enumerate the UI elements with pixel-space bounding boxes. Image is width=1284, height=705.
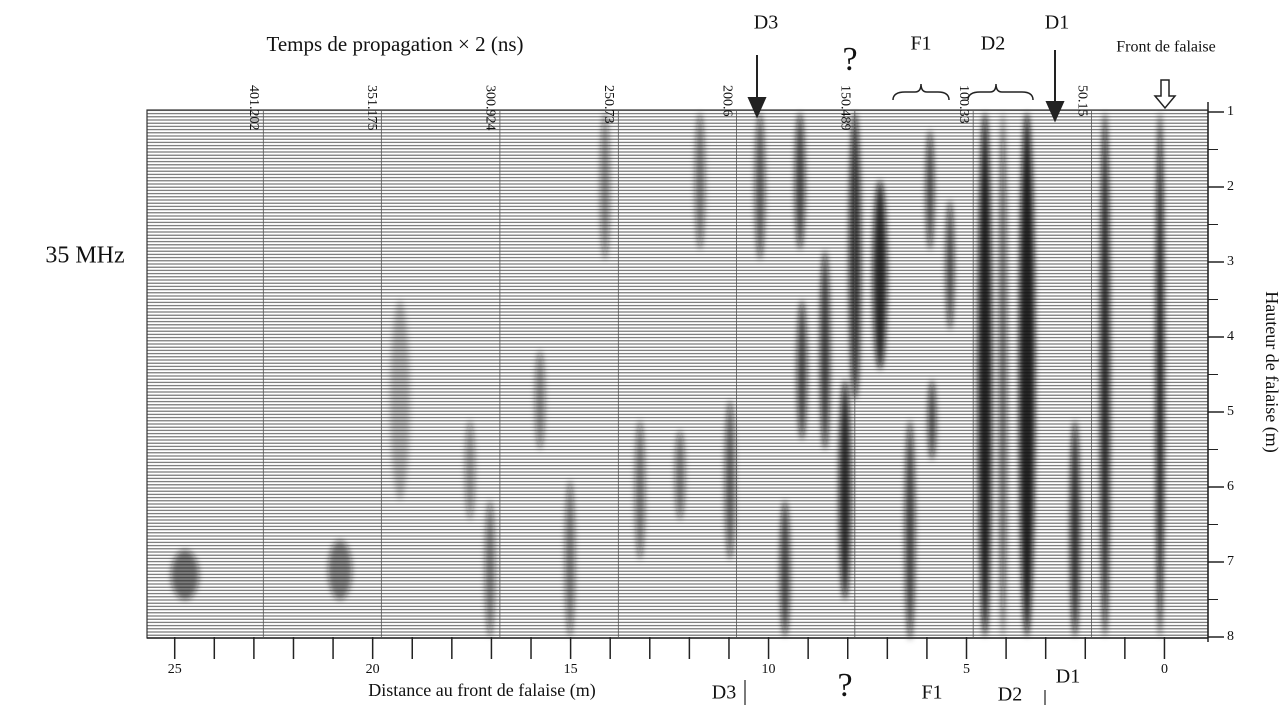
reflection	[1100, 112, 1110, 637]
reflection	[946, 200, 954, 330]
reflection	[390, 300, 410, 500]
radar-section	[147, 110, 1208, 638]
reflection	[465, 420, 475, 520]
reflection-bands	[171, 112, 1164, 640]
annotation-bottom: ?	[837, 667, 852, 704]
annotation-top: D1	[1045, 12, 1069, 34]
x-axis-title: Distance au front de falaise (m)	[368, 680, 595, 701]
annotation-bottom: D1	[1056, 666, 1080, 688]
x2-tick-label: 150.489	[838, 85, 853, 131]
reflection	[873, 180, 887, 370]
annotation-top: ?	[842, 41, 857, 78]
x-tick-label: 10	[762, 662, 776, 677]
y-tick-label: 2	[1227, 179, 1234, 194]
reflection	[795, 112, 805, 250]
reflection	[780, 500, 790, 637]
reflection	[978, 112, 992, 637]
annotation-marks	[744, 50, 1177, 705]
top-axis-title: Temps de propagation × 2 (ns)	[266, 32, 523, 56]
y-tick-label: 4	[1227, 329, 1234, 344]
y-tick-label: 1	[1227, 104, 1234, 119]
y-tick-label: 6	[1227, 479, 1234, 494]
reflection	[535, 350, 545, 450]
annotation-top: D2	[981, 33, 1005, 55]
reflection	[820, 250, 830, 450]
annotation-bottom: D2	[998, 684, 1022, 705]
x2-tick-label: 50.15	[1074, 85, 1089, 117]
y-tick-label: 3	[1227, 254, 1234, 269]
x-tick-label: 5	[963, 662, 970, 677]
y-tick-label: 8	[1227, 629, 1234, 644]
annotation-top: F1	[910, 33, 931, 55]
reflection	[926, 130, 934, 250]
reflection	[797, 300, 807, 440]
x2-tick-label: 200.6	[719, 85, 734, 117]
y-axis-title: Hauteur de falaise (m)	[1261, 291, 1282, 452]
annotation-top: D3	[754, 12, 778, 34]
annotation-bottom: F1	[921, 682, 942, 704]
x2-tick-label: 351.175	[364, 85, 379, 131]
x-tick-label: 20	[366, 662, 380, 677]
x2-tick-label: 300.924	[483, 85, 498, 130]
reflection	[485, 500, 495, 637]
reflection	[1019, 112, 1035, 637]
reflection	[725, 400, 735, 560]
reflection	[328, 540, 352, 600]
reflection	[695, 112, 705, 250]
reflection	[635, 420, 645, 560]
x2-tick-label: 401.202	[246, 85, 261, 131]
x-tick-label: 25	[168, 662, 182, 677]
y-tick-label: 5	[1227, 404, 1234, 419]
annotation-top: Front de falaise	[1116, 39, 1216, 56]
reflection	[839, 380, 851, 600]
x2-tick-label: 100.33	[956, 85, 971, 124]
reflection	[565, 480, 575, 637]
reflection	[999, 112, 1007, 637]
reflection	[675, 430, 685, 520]
x-tick-label: 15	[564, 662, 578, 677]
reflection	[171, 550, 199, 600]
reflection	[1070, 420, 1080, 637]
y-tick-label: 7	[1227, 554, 1234, 569]
x-tick-label: 0	[1161, 662, 1168, 677]
frequency-label: 35 MHz	[45, 243, 124, 269]
reflection	[905, 420, 915, 640]
reflection	[755, 112, 765, 260]
annotation-bottom: D3	[712, 682, 736, 704]
reflection	[1156, 112, 1164, 637]
reflection	[600, 112, 610, 260]
reflection	[928, 380, 936, 460]
x2-tick-label: 250.73	[601, 85, 616, 124]
